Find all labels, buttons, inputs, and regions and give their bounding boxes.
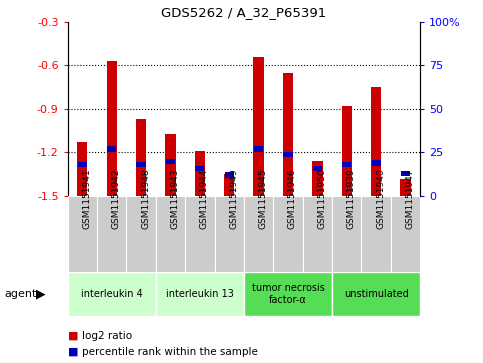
Bar: [195, 151, 205, 196]
Text: ▶: ▶: [36, 287, 46, 301]
Text: GSM1151944: GSM1151944: [200, 168, 209, 229]
Text: GSM1151950: GSM1151950: [317, 168, 327, 229]
Bar: [273, 196, 303, 272]
Bar: [97, 196, 127, 272]
Bar: [401, 171, 410, 176]
Text: ■: ■: [68, 347, 78, 357]
Text: agent: agent: [5, 289, 37, 299]
Bar: [400, 179, 411, 196]
Bar: [332, 196, 361, 272]
Text: percentile rank within the sample: percentile rank within the sample: [82, 347, 258, 357]
Bar: [68, 272, 156, 316]
Text: ■: ■: [68, 331, 78, 341]
Bar: [195, 166, 204, 171]
Bar: [77, 142, 87, 196]
Text: interleukin 4: interleukin 4: [81, 289, 142, 299]
Text: GSM1151943: GSM1151943: [170, 168, 180, 229]
Bar: [185, 196, 214, 272]
Bar: [225, 172, 234, 178]
Text: GSM1151942: GSM1151942: [112, 168, 121, 229]
Text: tumor necrosis
factor-α: tumor necrosis factor-α: [252, 283, 325, 305]
Bar: [244, 196, 273, 272]
Text: GSM1151939: GSM1151939: [347, 168, 356, 229]
Text: GSM1151948: GSM1151948: [141, 168, 150, 229]
Bar: [371, 87, 381, 196]
Bar: [371, 160, 381, 166]
Bar: [303, 196, 332, 272]
Bar: [313, 166, 322, 171]
Bar: [137, 162, 146, 167]
Bar: [166, 159, 175, 164]
Text: interleukin 13: interleukin 13: [166, 289, 234, 299]
Bar: [244, 272, 332, 316]
Text: GSM1151945: GSM1151945: [258, 168, 268, 229]
Bar: [284, 152, 293, 157]
Bar: [107, 61, 117, 196]
Text: GSM1151947: GSM1151947: [406, 168, 414, 229]
Bar: [78, 162, 87, 167]
Bar: [136, 119, 146, 196]
Bar: [361, 196, 391, 272]
Bar: [341, 106, 352, 196]
Text: log2 ratio: log2 ratio: [82, 331, 132, 341]
Bar: [165, 134, 176, 196]
Text: GSM1151946: GSM1151946: [288, 168, 297, 229]
Bar: [224, 174, 234, 196]
Bar: [156, 196, 185, 272]
Bar: [214, 196, 244, 272]
Text: GSM1151940: GSM1151940: [376, 168, 385, 229]
Bar: [332, 272, 420, 316]
Bar: [342, 162, 351, 167]
Bar: [254, 146, 263, 152]
Bar: [68, 196, 97, 272]
Bar: [312, 161, 323, 196]
Bar: [156, 272, 244, 316]
Bar: [107, 146, 116, 152]
Bar: [283, 73, 293, 196]
Text: GSM1151941: GSM1151941: [82, 168, 91, 229]
Text: GSM1151949: GSM1151949: [229, 168, 238, 229]
Text: unstimulated: unstimulated: [344, 289, 409, 299]
Bar: [127, 196, 156, 272]
Bar: [254, 57, 264, 196]
Title: GDS5262 / A_32_P65391: GDS5262 / A_32_P65391: [161, 6, 327, 19]
Bar: [391, 196, 420, 272]
